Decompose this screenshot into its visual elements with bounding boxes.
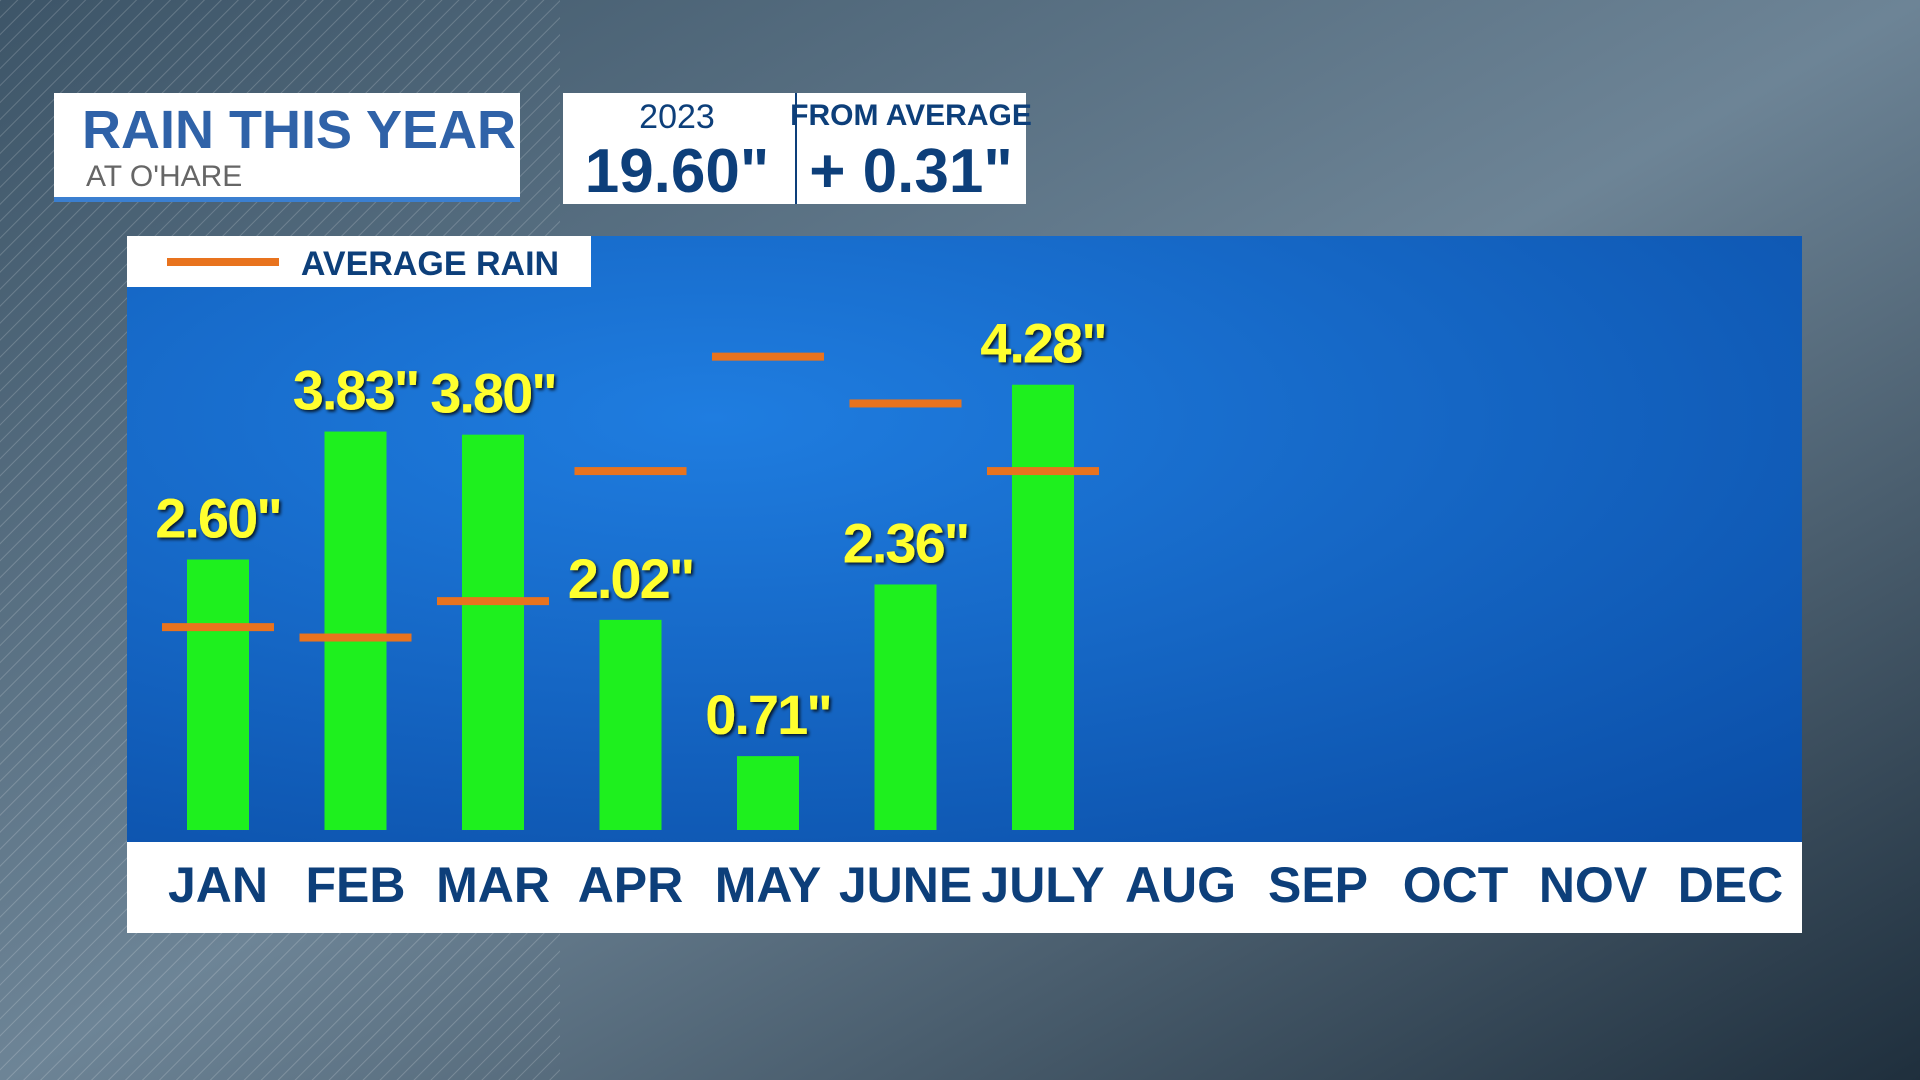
average-line: [299, 633, 412, 642]
x-tick-label: SEP: [1268, 857, 1368, 913]
year-label: 2023: [639, 98, 715, 136]
title-box: RAIN THIS YEAR AT O'HARE: [54, 93, 520, 202]
average-line: [987, 467, 1099, 476]
x-tick-label: APR: [578, 857, 684, 913]
legend: AVERAGE RAIN: [127, 236, 591, 287]
average-line: [712, 352, 824, 361]
year-total: 19.60": [585, 137, 770, 206]
average-line: [437, 597, 549, 606]
average-line: [849, 399, 962, 408]
value-label: 2.36": [843, 511, 969, 574]
bar: [324, 431, 387, 830]
value-label: 0.71": [705, 683, 831, 746]
x-tick-label: MAR: [436, 857, 550, 913]
x-tick-label: AUG: [1125, 857, 1236, 913]
x-tick-label: JUNE: [839, 857, 972, 913]
bar: [1012, 384, 1074, 830]
x-tick-label: JULY: [981, 857, 1104, 913]
value-label: 3.83": [293, 359, 419, 422]
bar: [462, 434, 524, 830]
x-tick-label: MAY: [715, 857, 822, 913]
month-strip: [127, 842, 1802, 933]
x-tick-label: FEB: [306, 857, 406, 913]
stats-panel: [563, 93, 1026, 204]
marks: JAN 2.60" FEB 3.83" MAR 3.80" APR 2.02" MAY 0.71"…: [155, 312, 1783, 913]
bar: [874, 584, 937, 830]
bar: [599, 619, 662, 830]
legend-swatch: [167, 258, 279, 266]
x-tick-label: DEC: [1678, 857, 1784, 913]
x-tick-label: NOV: [1539, 857, 1648, 913]
subtitle: AT O'HARE: [86, 160, 242, 193]
stats-box: 2023 19.60" FROM AVERAGE + 0.31": [563, 93, 1032, 206]
x-tick-label: OCT: [1403, 857, 1509, 913]
average-label: FROM AVERAGE: [790, 99, 1032, 132]
value-label: 2.60": [155, 487, 281, 550]
title: RAIN THIS YEAR: [82, 100, 516, 160]
value-label: 2.02": [568, 547, 694, 610]
bar: [187, 559, 249, 830]
legend-label: AVERAGE RAIN: [301, 245, 559, 283]
value-label: 4.28": [980, 312, 1106, 375]
average-diff: + 0.31": [809, 137, 1013, 206]
title-panel: [54, 93, 520, 202]
bar: [737, 756, 799, 830]
value-label: 3.80": [430, 362, 556, 425]
average-line: [574, 467, 687, 476]
x-tick-label: JAN: [168, 857, 268, 913]
plot-area: [127, 236, 1802, 842]
title-underline: [54, 197, 520, 202]
average-line: [162, 623, 274, 632]
